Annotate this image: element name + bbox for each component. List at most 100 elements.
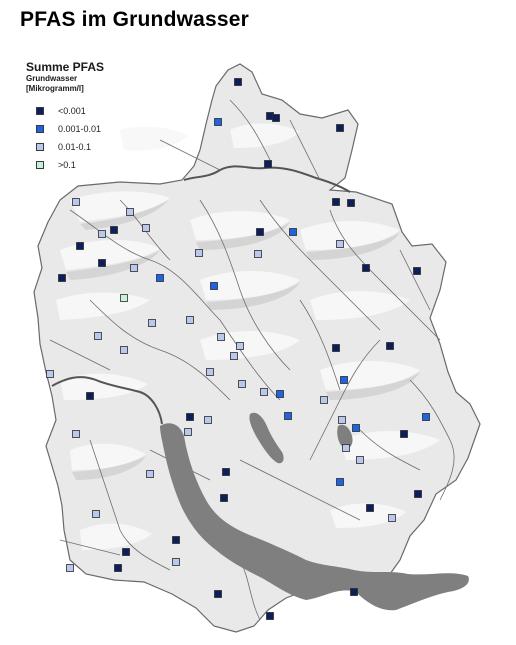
legend-label: 0.01-0.1 xyxy=(58,142,92,152)
station-marker-lt-0-001 xyxy=(332,198,340,206)
river-network xyxy=(49,99,455,621)
canton-land xyxy=(33,63,481,633)
station-marker-0-01-0-1 xyxy=(148,319,156,327)
legend-label: 0.001-0.01 xyxy=(58,124,102,134)
station-marker-0-001-0-01 xyxy=(156,274,164,282)
station-marker-0-01-0-1 xyxy=(206,368,214,376)
station-marker-0-01-0-1 xyxy=(72,198,80,206)
station-marker-lt-0-001 xyxy=(114,564,122,572)
station-marker-0-01-0-1 xyxy=(184,428,192,436)
station-marker-lt-0-001 xyxy=(332,344,340,352)
station-marker-0-01-0-1 xyxy=(66,564,74,572)
station-marker-0-001-0-01 xyxy=(352,424,360,432)
station-marker-lt-0-001 xyxy=(76,242,84,250)
station-marker-lt-0-001 xyxy=(58,274,66,282)
station-marker-lt-0-001 xyxy=(400,430,408,438)
station-marker-0-01-0-1 xyxy=(230,352,238,360)
border-lines xyxy=(51,165,351,425)
station-marker-lt-0-001 xyxy=(172,536,180,544)
lake-greifensee xyxy=(249,412,284,464)
station-marker-lt-0-001 xyxy=(350,588,358,596)
lake-pfaeffikersee xyxy=(337,424,353,449)
station-marker-0-01-0-1 xyxy=(356,456,364,464)
station-marker-0-01-0-1 xyxy=(172,558,180,566)
legend-label: >0.1 xyxy=(58,160,76,170)
station-marker-0-01-0-1 xyxy=(72,430,80,438)
station-marker-lt-0-001 xyxy=(386,342,394,350)
station-marker-0-01-0-1 xyxy=(142,224,150,232)
map-title: PFAS im Grundwasser xyxy=(20,8,250,31)
map-legend: Summe PFAS Grundwasser [Mikrogramm/l] <0… xyxy=(26,60,146,174)
station-marker-lt-0-001 xyxy=(272,114,280,122)
station-marker-0-01-0-1 xyxy=(388,514,396,522)
station-marker-lt-0-001 xyxy=(414,490,422,498)
legend-item-lt-0-001: <0.001 xyxy=(26,102,146,120)
legend-unit: [Mikrogramm/l] xyxy=(26,84,84,93)
legend-swatch-mint xyxy=(36,161,44,169)
station-marker-0-01-0-1 xyxy=(204,416,212,424)
station-marker-0-01-0-1 xyxy=(94,332,102,340)
station-marker-0-001-0-01 xyxy=(214,118,222,126)
station-marker-0-01-0-1 xyxy=(336,240,344,248)
station-marker-lt-0-001 xyxy=(256,228,264,236)
station-marker-lt-0-001 xyxy=(214,590,222,598)
station-marker-0-01-0-1 xyxy=(130,264,138,272)
station-marker-0-01-0-1 xyxy=(342,444,350,452)
station-marker-0-01-0-1 xyxy=(238,380,246,388)
measurement-stations xyxy=(46,78,430,620)
station-marker-lt-0-001 xyxy=(98,259,106,267)
station-marker-0-001-0-01 xyxy=(340,376,348,384)
station-marker-lt-0-001 xyxy=(264,160,272,168)
station-marker-0-01-0-1 xyxy=(46,370,54,378)
station-marker-0-001-0-01 xyxy=(276,390,284,398)
station-marker-lt-0-001 xyxy=(266,612,274,620)
station-marker-lt-0-001 xyxy=(362,264,370,272)
station-marker-lt-0-001 xyxy=(186,413,194,421)
lake-zurich xyxy=(160,423,469,611)
station-marker-0-001-0-01 xyxy=(284,412,292,420)
legend-title: Summe PFAS xyxy=(26,60,105,74)
station-marker-0-01-0-1 xyxy=(92,510,100,518)
station-marker-lt-0-001 xyxy=(86,392,94,400)
legend-label: <0.001 xyxy=(58,106,86,116)
station-marker-lt-0-001 xyxy=(336,124,344,132)
station-marker-0-01-0-1 xyxy=(186,316,194,324)
station-marker-0-01-0-1 xyxy=(260,388,268,396)
station-marker-lt-0-001 xyxy=(122,548,130,556)
station-marker-lt-0-001 xyxy=(366,504,374,512)
station-marker-0-01-0-1 xyxy=(98,230,106,238)
station-marker-0-01-0-1 xyxy=(320,396,328,404)
legend-list: <0.001 0.001-0.01 0.01-0.1 >0.1 xyxy=(26,102,146,174)
station-marker-lt-0-001 xyxy=(413,267,421,275)
station-marker-0-01-0-1 xyxy=(120,346,128,354)
station-marker-lt-0-001 xyxy=(234,78,242,86)
station-marker-0-001-0-01 xyxy=(210,282,218,290)
station-marker-0-001-0-01 xyxy=(422,413,430,421)
station-marker-lt-0-001 xyxy=(347,199,355,207)
legend-swatch-light-blue xyxy=(36,143,44,151)
legend-item-0-001-0-01: 0.001-0.01 xyxy=(26,120,146,138)
relief-shadow xyxy=(66,200,420,480)
station-marker-0-01-0-1 xyxy=(217,333,225,341)
station-marker-gt-0-1 xyxy=(120,294,128,302)
station-marker-0-001-0-01 xyxy=(289,228,297,236)
station-marker-0-01-0-1 xyxy=(195,249,203,257)
relief-shading xyxy=(56,123,440,550)
station-marker-lt-0-001 xyxy=(220,494,228,502)
legend-item-0-01-0-1: 0.01-0.1 xyxy=(26,138,146,156)
lakes xyxy=(160,412,469,611)
legend-swatch-blue xyxy=(36,125,44,133)
station-marker-0-001-0-01 xyxy=(336,478,344,486)
station-marker-lt-0-001 xyxy=(110,226,118,234)
rhine-border xyxy=(183,165,351,193)
reuss-border xyxy=(51,376,163,425)
legend-subtitle: Grundwasser xyxy=(26,74,78,83)
station-marker-0-01-0-1 xyxy=(338,416,346,424)
station-marker-0-01-0-1 xyxy=(236,342,244,350)
station-marker-0-01-0-1 xyxy=(146,470,154,478)
station-marker-0-01-0-1 xyxy=(254,250,262,258)
station-marker-0-01-0-1 xyxy=(126,208,134,216)
station-marker-lt-0-001 xyxy=(222,468,230,476)
